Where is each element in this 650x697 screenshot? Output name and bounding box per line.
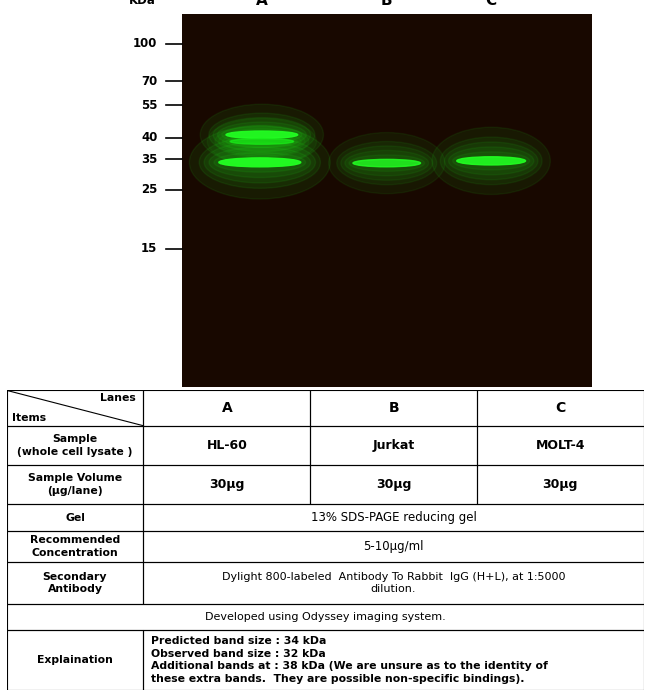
Text: 30μg: 30μg <box>543 478 578 491</box>
Ellipse shape <box>207 118 317 164</box>
Text: KDa: KDa <box>129 0 155 8</box>
Text: HL-60: HL-60 <box>207 439 248 452</box>
Text: MOLT-4: MOLT-4 <box>536 439 585 452</box>
Ellipse shape <box>226 135 298 148</box>
Text: Sample Volume
(μg/lane): Sample Volume (μg/lane) <box>28 473 122 496</box>
Ellipse shape <box>204 141 315 183</box>
Text: Secondary
Antibody: Secondary Antibody <box>43 572 107 595</box>
Ellipse shape <box>209 147 311 178</box>
Text: 70: 70 <box>141 75 157 88</box>
Text: 30μg: 30μg <box>376 478 411 491</box>
Ellipse shape <box>189 125 330 199</box>
Bar <box>310 426 477 465</box>
Text: 15: 15 <box>141 243 157 255</box>
Text: B: B <box>389 401 399 415</box>
Bar <box>310 390 477 426</box>
Bar <box>477 390 644 426</box>
Bar <box>6 504 144 531</box>
Ellipse shape <box>445 142 538 180</box>
Text: 5-10μg/ml: 5-10μg/ml <box>363 540 424 553</box>
Text: Developed using Odyssey imaging system.: Developed using Odyssey imaging system. <box>205 612 445 622</box>
Ellipse shape <box>215 125 309 158</box>
Text: 40: 40 <box>141 131 157 144</box>
Text: A: A <box>256 0 268 8</box>
Bar <box>6 390 144 426</box>
Bar <box>144 531 644 562</box>
Text: 30μg: 30μg <box>209 478 244 491</box>
Bar <box>144 426 310 465</box>
Text: Dylight 800-labeled  Antibody To Rabbit  IgG (H+L), at 1:5000
dilution.: Dylight 800-labeled Antibody To Rabbit I… <box>222 572 566 595</box>
Text: Jurkat: Jurkat <box>372 439 415 452</box>
Text: Sample
(whole cell lysate ): Sample (whole cell lysate ) <box>18 434 133 457</box>
Text: 100: 100 <box>133 37 157 50</box>
Ellipse shape <box>353 160 421 167</box>
Text: Explaination: Explaination <box>37 655 113 665</box>
Bar <box>6 630 144 690</box>
Bar <box>144 504 644 531</box>
Ellipse shape <box>337 141 437 185</box>
Ellipse shape <box>329 132 445 194</box>
Text: Items: Items <box>12 413 46 423</box>
Ellipse shape <box>214 153 306 172</box>
Ellipse shape <box>432 128 551 194</box>
Ellipse shape <box>457 157 526 165</box>
Text: 55: 55 <box>141 99 157 112</box>
Text: Predicted band size : 34 kDa
Observed band size : 32 kDa
Additional bands at : 3: Predicted band size : 34 kDa Observed ba… <box>151 636 548 684</box>
Bar <box>144 630 644 690</box>
Bar <box>310 465 477 504</box>
Ellipse shape <box>440 137 542 185</box>
Text: Recommended
Concentration: Recommended Concentration <box>30 535 120 558</box>
Ellipse shape <box>222 127 302 143</box>
Bar <box>6 465 144 504</box>
Bar <box>144 390 310 426</box>
Bar <box>144 465 310 504</box>
Bar <box>6 562 144 604</box>
Ellipse shape <box>345 151 428 176</box>
Bar <box>477 426 644 465</box>
Text: 13% SDS-PAGE reducing gel: 13% SDS-PAGE reducing gel <box>311 511 476 524</box>
Ellipse shape <box>349 155 424 171</box>
Bar <box>477 465 644 504</box>
Ellipse shape <box>219 158 301 167</box>
Text: A: A <box>222 401 232 415</box>
Bar <box>144 562 644 604</box>
Ellipse shape <box>341 146 433 181</box>
Text: Lanes: Lanes <box>100 393 136 404</box>
Text: 25: 25 <box>141 183 157 197</box>
Bar <box>6 426 144 465</box>
Ellipse shape <box>199 137 320 188</box>
Ellipse shape <box>209 113 315 156</box>
Text: B: B <box>381 0 393 8</box>
Bar <box>6 604 644 630</box>
Ellipse shape <box>217 122 306 148</box>
Ellipse shape <box>213 118 311 152</box>
Text: Gel: Gel <box>65 512 85 523</box>
Text: C: C <box>486 0 497 8</box>
Ellipse shape <box>222 132 301 151</box>
Ellipse shape <box>448 147 534 175</box>
Text: 35: 35 <box>141 153 157 166</box>
Bar <box>6 531 144 562</box>
Text: C: C <box>555 401 566 415</box>
Ellipse shape <box>452 152 530 170</box>
Ellipse shape <box>218 129 305 154</box>
Ellipse shape <box>200 104 324 165</box>
Ellipse shape <box>226 131 298 139</box>
Ellipse shape <box>230 139 294 144</box>
